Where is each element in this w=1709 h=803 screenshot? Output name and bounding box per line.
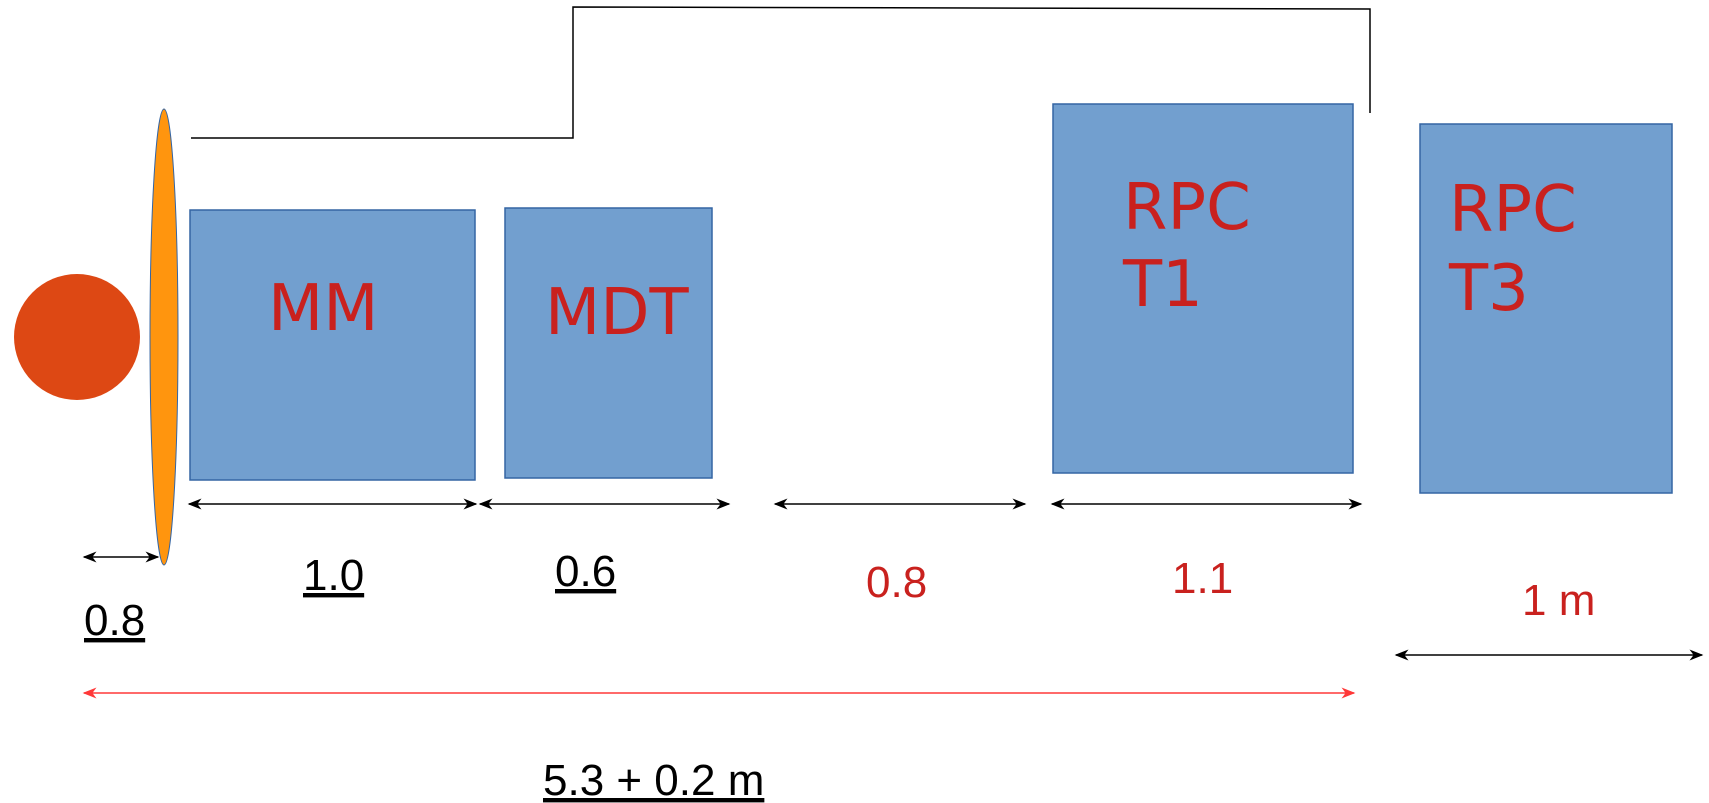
rpc-t1-label-line1: RPC (1123, 171, 1251, 245)
rpc-t3-label-line1: RPC (1449, 173, 1577, 247)
mdt-box (504, 207, 713, 479)
rpc-t1-box (1052, 103, 1354, 474)
dim-label-rpc-t3: 1 m (1522, 576, 1595, 625)
mm-label: MM (268, 272, 378, 346)
dim-label-mm: 1.0 (303, 551, 364, 600)
dim-label-rpc-t1: 1.1 (1172, 554, 1233, 603)
dim-label-first: 0.8 (84, 596, 145, 645)
dim-label-gap: 0.8 (866, 558, 927, 607)
rpc-t3-label-line2: T3 (1448, 252, 1529, 326)
mm-box (189, 209, 476, 481)
envelope-outline (191, 6, 1371, 139)
interaction-point-circle (14, 274, 140, 400)
rpc-t1-label-line2: T1 (1122, 248, 1203, 322)
total-label: 5.3 + 0.2 m (543, 756, 764, 803)
rpc-t3-box (1419, 123, 1673, 494)
dim-label-mdt: 0.6 (555, 547, 616, 596)
mdt-label: MDT (545, 276, 690, 350)
beam-pipe-ellipse (149, 108, 179, 566)
